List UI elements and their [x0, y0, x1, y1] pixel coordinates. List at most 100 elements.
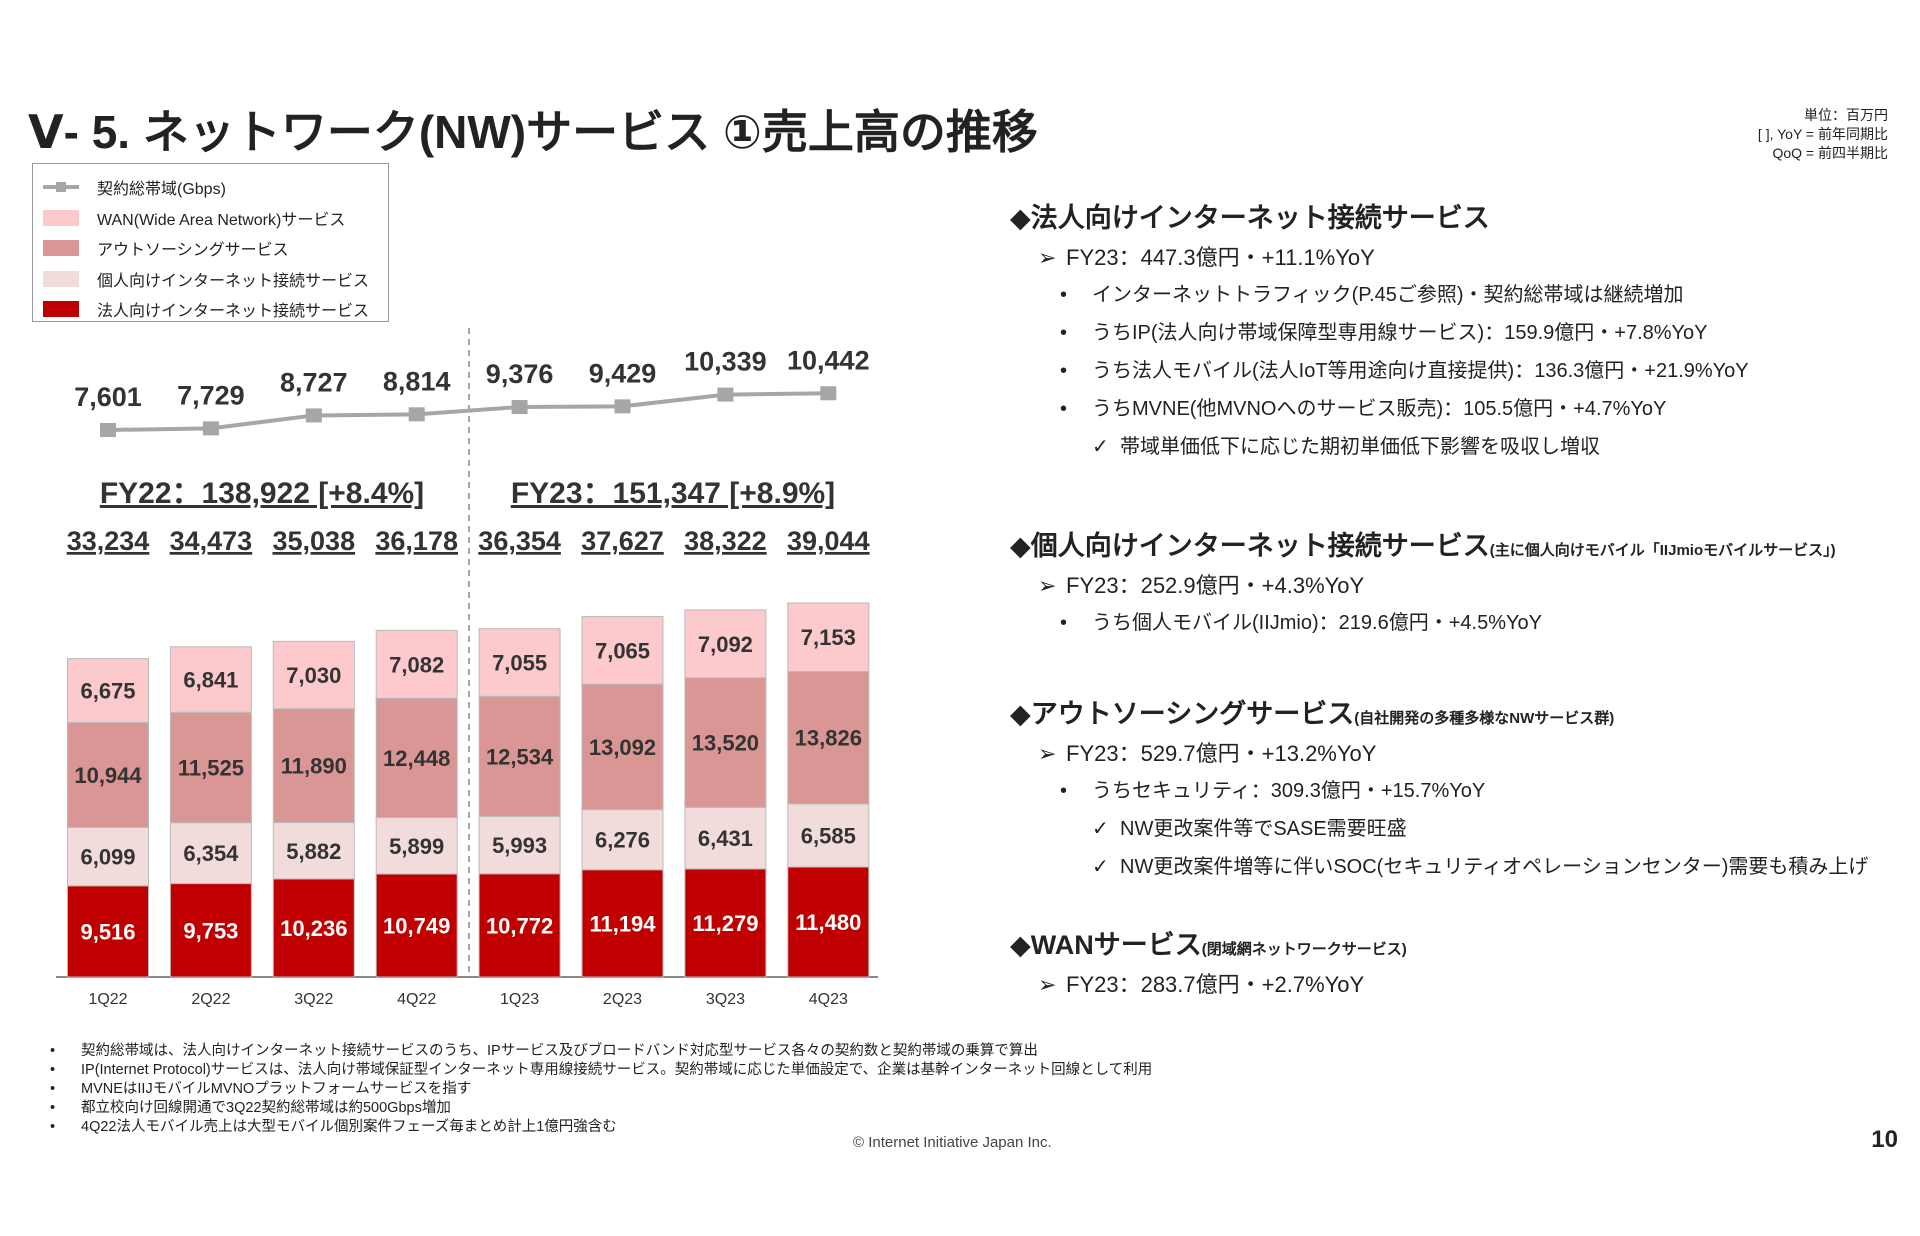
bullet-icon: • [1060, 612, 1068, 634]
diamond-icon: ◆ [1010, 203, 1031, 233]
bullet-item: ➢ FY23：283.7億円・+2.7%YoY [1038, 967, 1364, 999]
bullet-icon: • [1060, 322, 1068, 344]
bar-segment [375, 873, 458, 978]
bullet-item: • うち法人モバイル(法人IoT等用途向け直接提供)：136.3億円・+21.9%… [1060, 354, 1749, 383]
segment-label: 7,030 [286, 663, 341, 688]
x-tick-label: 2Q23 [603, 991, 642, 1008]
check-icon: ✓ [1092, 818, 1109, 840]
line-label: 9,376 [486, 359, 554, 389]
bar-segment [478, 815, 561, 875]
copyright: © Internet Initiative Japan Inc. [853, 1134, 1052, 1151]
fy-summary: FY23：151,347 [+8.9%] [511, 477, 835, 510]
bullet-text: NW更改案件増等に伴いSOC(セキュリティオペレーションセンター)需要も積み上げ [1120, 856, 1869, 878]
bar-segment [67, 658, 149, 724]
legend-label: 契約総帯域(Gbps) [97, 181, 226, 199]
bullet-text: FY23：447.3億円・+11.1%YoY [1066, 245, 1375, 270]
segment-label: 7,153 [801, 625, 856, 650]
page-number: 10 [1871, 1126, 1898, 1153]
bar-segment [581, 809, 664, 871]
section-heading: ◆法人向けインターネット接続サービス [1010, 196, 1490, 235]
check-icon: ✓ [1092, 436, 1109, 458]
bar-segment [478, 873, 561, 978]
bullet-item: • うちMVNE(他MVNOへのサービス販売)：105.5億円・+4.7%YoY [1060, 392, 1666, 421]
x-tick-label: 2Q22 [191, 991, 230, 1008]
section-heading: ◆アウトソーシングサービス(自社開発の多種多様なNWサービス群) [1010, 692, 1614, 731]
diamond-icon: ◆ [1010, 531, 1031, 561]
segment-label: 5,899 [389, 834, 444, 859]
bullet-text: NW更改案件等でSASE需要旺盛 [1120, 818, 1407, 840]
legend-item-corporate: 法人向けインターネット接続サービス [43, 294, 378, 325]
line-label: 7,729 [177, 380, 245, 410]
bullet-item: ✓ 帯域単価低下に応じた期初単価低下影響を吸収し増収 [1092, 430, 1600, 459]
bar-segment [67, 885, 149, 978]
bullet-text: うちセキュリティ：309.3億円・+15.7%YoY [1092, 780, 1486, 802]
total-label: 37,627 [581, 526, 664, 556]
segment-label: 7,092 [698, 632, 753, 657]
segment-label: 5,882 [286, 839, 341, 864]
bar-segment [787, 602, 870, 672]
bullet-text: うちIP(法人向け帯域保障型専用線サービス)：159.9億円・+7.8%YoY [1092, 322, 1708, 344]
segment-label: 13,826 [795, 726, 862, 751]
bullet-item: ➢ FY23：252.9億円・+4.3%YoY [1038, 568, 1364, 600]
line-point [408, 407, 425, 422]
section-heading: ◆個人向けインターネット接続サービス(主に個人向けモバイル「IIJmioモバイル… [1010, 524, 1836, 563]
bar-segment [581, 616, 664, 685]
bar-segment [684, 868, 767, 978]
line-label: 7,601 [74, 382, 142, 412]
legend-swatch [43, 209, 79, 226]
bar-segment [478, 628, 561, 697]
bar-segment [169, 646, 252, 713]
footnote: • MVNEはIIJモバイルMVNOプラットフォームサービスを指す [50, 1081, 472, 1097]
line-point [202, 421, 219, 436]
bullet-icon: • [1060, 284, 1068, 306]
total-label: 39,044 [787, 526, 870, 556]
page-title: Ⅴ- 5. ネットワーク(NW)サービス ①売上高の推移 [28, 106, 1038, 158]
legend-item-bandwidth: 契約総帯域(Gbps) [43, 172, 378, 203]
bullet-text: うち個人モバイル(IIJmio)：219.6億円・+4.5%YoY [1092, 612, 1542, 634]
bar-segment [375, 697, 458, 819]
bandwidth-line [107, 391, 829, 432]
bullet-text: FY23：283.7億円・+2.7%YoY [1066, 972, 1365, 997]
bar-segment [581, 869, 664, 978]
total-label: 35,038 [273, 526, 356, 556]
line-label: 10,442 [787, 345, 870, 375]
total-label: 34,473 [170, 526, 253, 556]
bullet-item: ✓ NW更改案件増等に伴いSOC(セキュリティオペレーションセンター)需要も積み上… [1092, 850, 1868, 879]
arrow-bullet-icon: ➢ [1038, 972, 1057, 997]
bar-segment [478, 695, 561, 817]
bullet-text: FY23：252.9億円・+4.3%YoY [1066, 573, 1365, 598]
unit-line: 単位：百万円 [1804, 107, 1888, 123]
line-point [100, 423, 116, 437]
segment-label: 11,525 [178, 755, 244, 780]
diamond-icon: ◆ [1010, 930, 1031, 960]
section-subtitle: (閉域網ネットワークサービス) [1201, 941, 1407, 958]
legend-item-outsourcing: アウトソーシングサービス [43, 233, 378, 264]
footnote-text: MVNEはIIJモバイルMVNOプラットフォームサービスを指す [81, 1081, 472, 1097]
line-label: 8,814 [383, 366, 451, 396]
segment-label: 9,753 [183, 918, 238, 943]
bar-segment [787, 866, 870, 978]
line-point [511, 400, 528, 415]
unit-note: 単位：百万円 [ ], YoY = 前年同期比 QoQ = 前四半期比 [1758, 106, 1888, 163]
segment-label: 10,236 [280, 916, 347, 941]
unit-line: [ ], YoY = 前年同期比 [1757, 126, 1888, 142]
segment-label: 13,520 [692, 731, 759, 756]
legend-swatch [43, 240, 79, 257]
fy-summary: FY22：138,922 [+8.4%] [100, 477, 424, 510]
line-marker-icon [43, 182, 79, 193]
bullet-item: ✓ NW更改案件等でSASE需要旺盛 [1092, 812, 1407, 841]
segment-label: 11,890 [281, 754, 347, 779]
segment-label: 7,082 [389, 652, 444, 677]
segment-label: 11,480 [795, 910, 861, 935]
segment-label: 6,431 [698, 826, 753, 851]
legend-swatch [43, 270, 79, 287]
bar-segment [684, 677, 767, 808]
segment-label: 12,448 [383, 746, 450, 771]
section-title: アウトソーシングサービス [1030, 699, 1355, 729]
section-title: 法人向けインターネット接続サービス [1030, 203, 1490, 233]
footnotes: • 契約総帯域は、法人向けインターネット接続サービスのうち、IPサービス及びブロー… [50, 1042, 1152, 1137]
footnote: • 都立校向け回線開通で3Q22契約総帯域は約500Gbps増加 [50, 1100, 451, 1116]
legend-item-wan: WAN(Wide Area Network)サービス [43, 203, 378, 234]
bar-segment [272, 708, 355, 824]
arrow-bullet-icon: ➢ [1038, 741, 1057, 766]
